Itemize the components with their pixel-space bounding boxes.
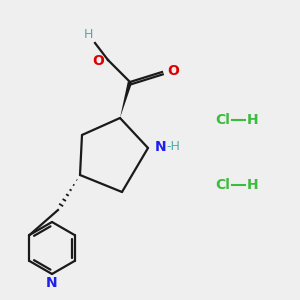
Text: O: O xyxy=(167,64,179,78)
Text: H: H xyxy=(84,28,93,41)
Text: H: H xyxy=(247,113,259,127)
Text: H: H xyxy=(247,178,259,192)
Text: Cl: Cl xyxy=(215,113,230,127)
Text: N: N xyxy=(155,140,166,154)
Text: -H: -H xyxy=(166,140,180,154)
Text: N: N xyxy=(46,276,58,290)
Polygon shape xyxy=(120,81,132,118)
Text: O: O xyxy=(92,54,104,68)
Text: Cl: Cl xyxy=(215,178,230,192)
